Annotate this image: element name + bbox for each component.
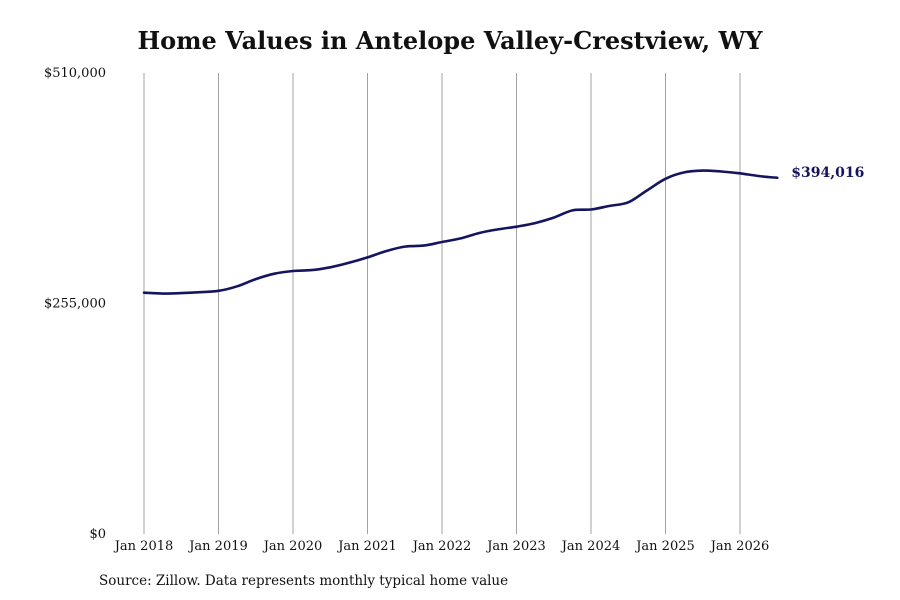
x-tick-label: Jan 2020 bbox=[262, 539, 323, 554]
x-tick-label: Jan 2018 bbox=[113, 539, 174, 554]
x-tick-label: Jan 2026 bbox=[709, 539, 770, 554]
series-line-home-value bbox=[142, 169, 779, 295]
x-axis-tick-labels: Jan 2018 Jan 2019 Jan 2020 Jan 2021 Jan 2022… bbox=[113, 539, 770, 554]
x-tick-label: Jan 2021 bbox=[336, 539, 397, 554]
y-tick-label: $0 bbox=[89, 527, 106, 542]
x-tick-label: Jan 2019 bbox=[187, 539, 248, 554]
y-tick-label: $510,000 bbox=[44, 66, 106, 81]
x-tick-label: Jan 2024 bbox=[560, 539, 621, 554]
source-note: Source: Zillow. Data represents monthly … bbox=[99, 573, 509, 589]
x-tick-label: Jan 2025 bbox=[634, 539, 695, 554]
x-tick-label: Jan 2023 bbox=[485, 539, 546, 554]
y-tick-label: $255,000 bbox=[44, 297, 106, 312]
y-axis-tick-labels: $0 $255,000 $510,000 bbox=[44, 66, 106, 542]
x-tick-label: Jan 2022 bbox=[411, 539, 472, 554]
vertical-gridlines bbox=[143, 73, 741, 534]
chart-title: Home Values in Antelope Valley-Crestview… bbox=[137, 26, 763, 55]
last-value-label: $394,016 bbox=[791, 165, 864, 181]
